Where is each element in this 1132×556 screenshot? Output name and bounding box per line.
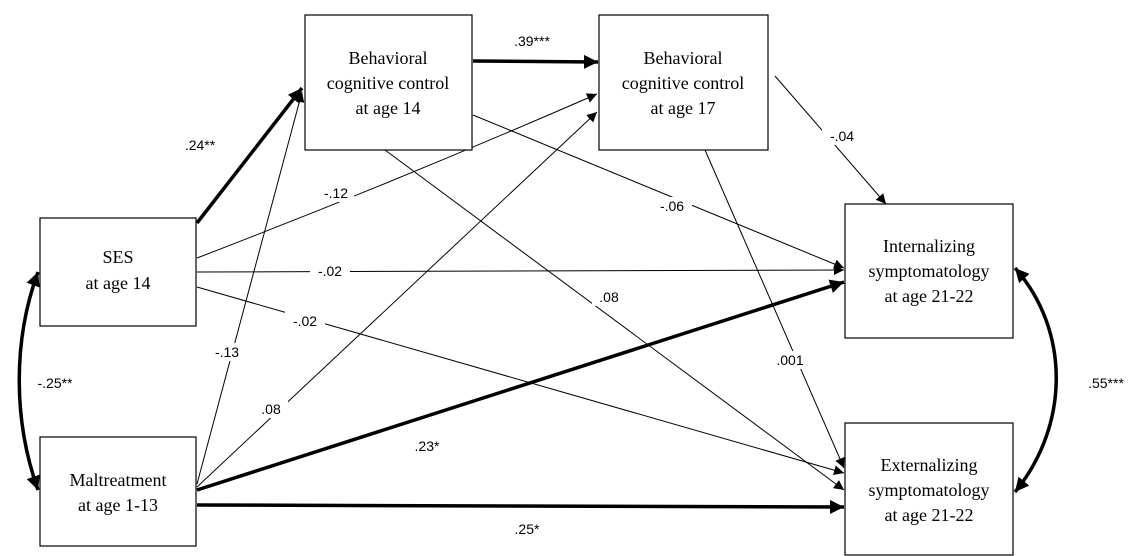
node-ses-line2: at age 14 — [86, 273, 151, 293]
node-internalizing: Internalizing symptomatology at age 21-2… — [844, 203, 1014, 339]
path-maltreatment-to-bcc17 — [196, 111, 598, 488]
coef-bcc17-to-internalizing: -.04 — [830, 128, 854, 144]
node-bcc17: Behavioral cognitive control at age 17 — [598, 14, 769, 151]
coef-bcc17-to-externalizing: .001 — [776, 352, 803, 368]
coef-internalizing-externalizing-covariance: .55*** — [1088, 375, 1124, 391]
node-internalizing-line3: at age 21-22 — [885, 286, 974, 306]
coef-ses-to-bcc14: .24** — [185, 137, 216, 153]
coef-ses-to-bcc17: -.12 — [324, 185, 348, 201]
path-maltreatment-to-externalizing — [196, 499, 845, 514]
coef-maltreatment-to-bcc17: .08 — [261, 401, 281, 417]
covariance-ses-maltreatment — [17, 271, 40, 491]
path-bcc17-to-externalizing — [704, 149, 845, 469]
coef-maltreatment-to-internalizing: .23* — [415, 438, 440, 454]
node-ses-line1: SES — [102, 247, 133, 267]
node-maltreatment-line2: at age 1-13 — [78, 495, 158, 515]
path-ses-to-internalizing — [196, 265, 845, 276]
node-internalizing-line1: Internalizing — [883, 236, 975, 256]
node-ses: SES at age 14 — [39, 217, 197, 327]
node-externalizing-line2: symptomatology — [869, 480, 990, 500]
coef-ses-to-externalizing: -.02 — [293, 313, 317, 329]
path-bcc14-to-internalizing — [472, 114, 845, 269]
node-externalizing: Externalizing symptomatology at age 21-2… — [844, 422, 1014, 556]
node-bcc14: Behavioral cognitive control at age 14 — [304, 14, 473, 151]
path-maltreatment-to-bcc14 — [196, 91, 305, 485]
coef-ses-maltreatment-covariance: -.25** — [37, 375, 73, 391]
node-bcc14-line3: at age 14 — [356, 98, 421, 118]
node-externalizing-line1: Externalizing — [881, 455, 978, 475]
coef-bcc14-to-internalizing: -.06 — [660, 198, 684, 214]
node-externalizing-line3: at age 21-22 — [885, 505, 974, 525]
coef-maltreatment-to-externalizing: .25* — [515, 521, 540, 537]
path-maltreatment-to-internalizing — [196, 279, 845, 492]
path-ses-to-bcc14 — [195, 86, 304, 225]
coef-maltreatment-to-bcc14: -.13 — [215, 344, 239, 360]
node-bcc17-line2: cognitive control — [622, 73, 744, 93]
node-bcc17-line1: Behavioral — [644, 48, 723, 68]
node-bcc14-line1: Behavioral — [349, 48, 428, 68]
coef-bcc14-to-externalizing: .08 — [599, 289, 619, 305]
path-ses-to-bcc17 — [196, 93, 598, 259]
node-bcc17-line3: at age 17 — [651, 98, 716, 118]
node-maltreatment: Maltreatment at age 1-13 — [39, 436, 197, 547]
covariance-internalizing-externalizing — [1013, 266, 1058, 494]
path-bcc14-to-bcc17 — [472, 54, 599, 69]
node-internalizing-line2: symptomatology — [869, 261, 990, 281]
coef-ses-to-internalizing: -.02 — [318, 263, 342, 279]
coef-bcc14-to-bcc17: .39*** — [514, 33, 550, 49]
path-bcc14-to-externalizing — [384, 149, 845, 491]
node-bcc14-line2: cognitive control — [327, 73, 449, 93]
node-maltreatment-line1: Maltreatment — [70, 470, 167, 490]
